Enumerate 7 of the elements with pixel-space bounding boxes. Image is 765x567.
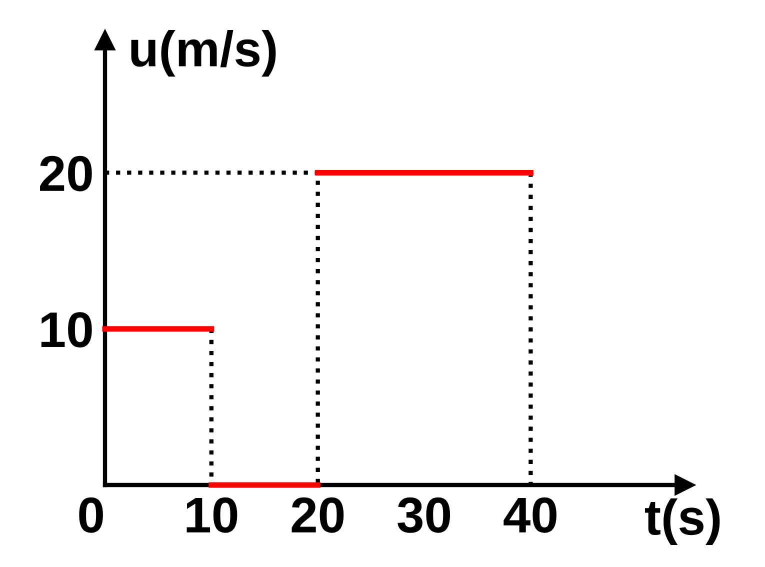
x-tick-label: 20 bbox=[292, 497, 344, 533]
x-axis-title: t(s) bbox=[645, 498, 720, 545]
x-tick-label: 30 bbox=[398, 497, 450, 533]
x-tick-label: 40 bbox=[504, 497, 556, 533]
x-tick-label: 10 bbox=[186, 497, 238, 533]
x-tick-label: 0 bbox=[79, 497, 103, 533]
y-axis-title: u(m/s) bbox=[131, 30, 276, 77]
